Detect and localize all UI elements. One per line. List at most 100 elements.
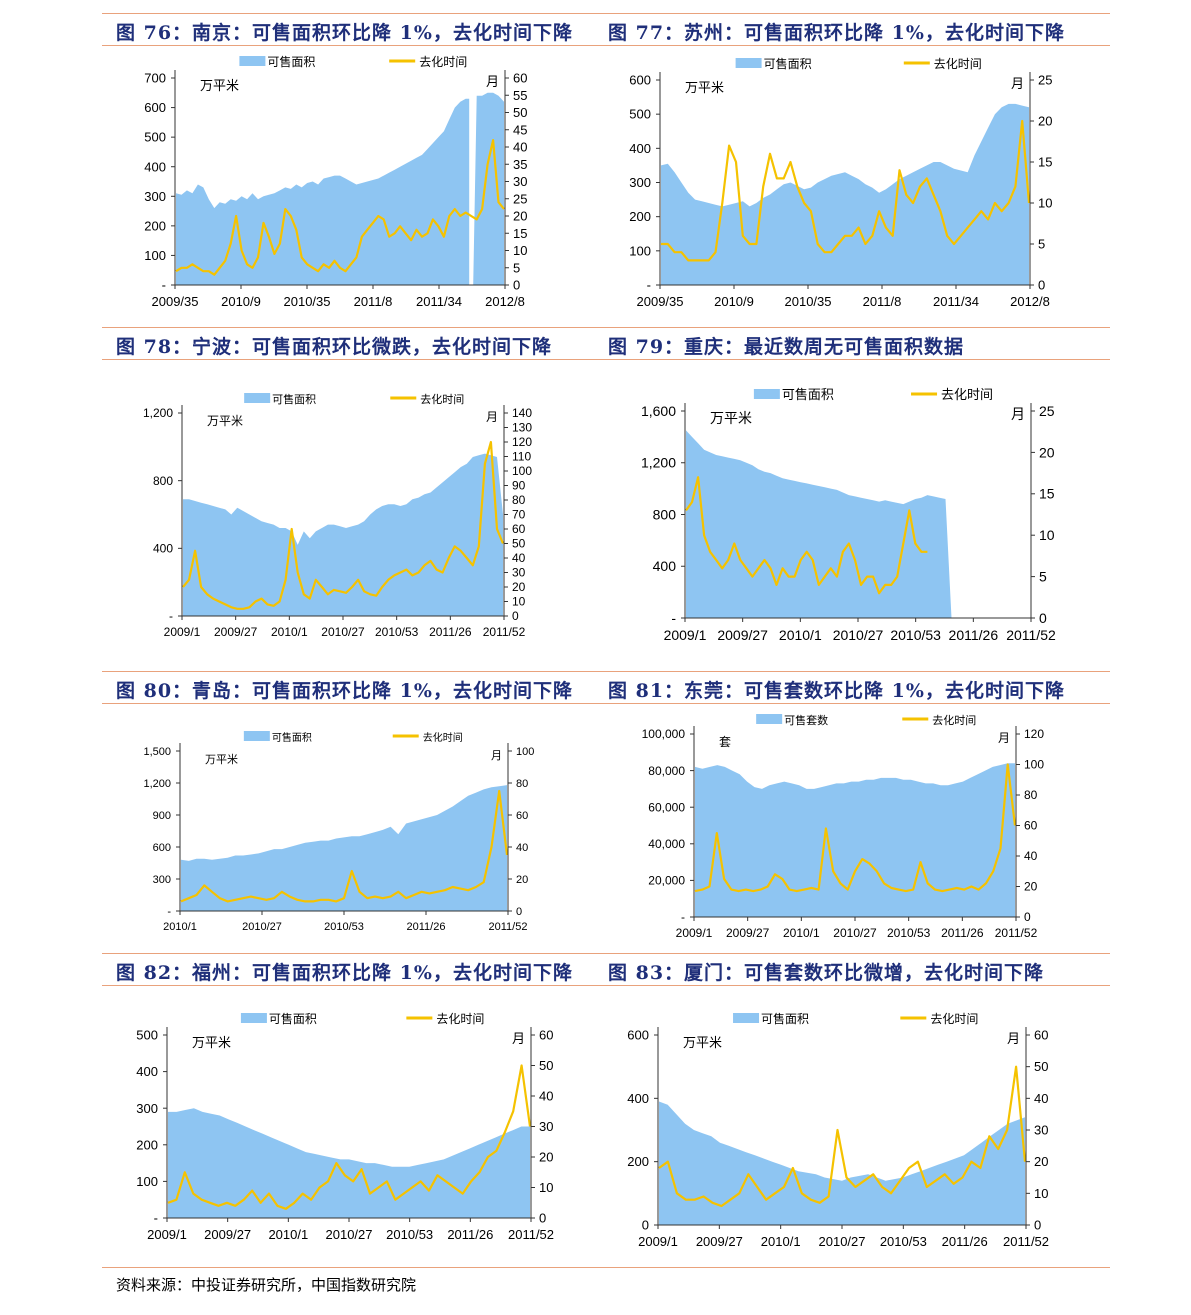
legend-area-label: 可售面积 [272, 731, 312, 744]
line-series [180, 789, 509, 903]
area-series [176, 92, 504, 285]
x-tick-label: 2010/9 [714, 294, 754, 309]
left-tick-label: 200 [629, 209, 651, 224]
right-tick-label: 100 [1024, 758, 1044, 772]
left-tick-label: 100 [629, 243, 651, 258]
left-tick-label: 300 [144, 189, 166, 204]
right-tick-label: 45 [513, 122, 527, 137]
left-tick-label: 400 [144, 159, 166, 174]
right-tick-label: 10 [1039, 527, 1055, 543]
left-tick-label: 100 [136, 1174, 158, 1189]
left-tick-label: 800 [653, 506, 677, 522]
line-series [685, 476, 928, 595]
chart-xiamen: 0 200 400 600 0 10 20 30 40 50 60 2009/1 2009/27 2010… [620, 995, 1070, 1255]
x-tick-label: 2010/1 [163, 921, 197, 933]
right-tick-label: 80 [1024, 788, 1038, 802]
x-tick-label: 2011/52 [1003, 1234, 1049, 1249]
x-tick-label: 2009/1 [664, 627, 707, 643]
left-tick-label: 400 [153, 542, 173, 556]
right-tick-label: 40 [1024, 849, 1038, 863]
right-tick-label: 35 [513, 157, 527, 172]
right-tick-label: 20 [1034, 1154, 1048, 1169]
right-tick-label: 5 [1039, 569, 1047, 585]
right-unit-label: 月 [1011, 406, 1025, 422]
left-unit-label: 万平米 [200, 78, 239, 93]
legend-line-label: 去化时间 [419, 55, 467, 69]
right-tick-label: 20 [512, 580, 526, 594]
legend-area-label: 可售套数 [784, 713, 828, 727]
legend-area-label: 可售面积 [761, 1011, 809, 1026]
right-tick-label: 30 [512, 566, 526, 580]
right-tick-label: 60 [1034, 1028, 1048, 1043]
right-tick-label: 20 [1024, 880, 1038, 894]
left-unit-label: 万平米 [685, 80, 724, 95]
x-tick-label: 2010/27 [321, 625, 365, 639]
right-tick-label: 20 [1038, 114, 1052, 129]
x-tick-label: 2010/9 [221, 294, 261, 309]
x-tick-label: 2010/27 [819, 1234, 866, 1249]
left-tick-label: - [167, 906, 171, 918]
rule-bottom [102, 1267, 1110, 1268]
left-tick-label: 1,200 [143, 406, 173, 420]
caption-fig79: 图 79：重庆：最近数周无可售面积数据 [608, 336, 965, 358]
chart-chongqing: - 400 800 1,200 1,600 0 5 10 15 20 25 2009/1 2009/27… [630, 375, 1070, 660]
legend-area-swatch [244, 393, 271, 403]
x-tick-label: 2011/26 [407, 921, 446, 933]
right-unit-label: 月 [486, 410, 498, 424]
left-tick-label: - [681, 910, 685, 924]
left-tick-label: 20,000 [648, 874, 685, 888]
x-tick-label: 2011/8 [354, 294, 393, 309]
x-tick-label: 2009/35 [152, 294, 199, 309]
left-tick-label: 600 [144, 100, 166, 115]
x-tick-label: 2012/8 [1010, 294, 1050, 309]
left-unit-label: 万平米 [683, 1035, 722, 1050]
left-tick-label: 600 [627, 1028, 649, 1043]
left-tick-label: - [162, 278, 166, 293]
right-unit-label: 月 [512, 1031, 525, 1046]
right-tick-label: 20 [513, 209, 527, 224]
left-tick-label: 40,000 [648, 837, 685, 851]
left-tick-label: 500 [144, 130, 166, 145]
right-tick-label: 20 [1039, 444, 1055, 460]
left-tick-label: 400 [627, 1091, 649, 1106]
rule-top [102, 13, 1110, 14]
x-tick-label: 2011/34 [416, 294, 462, 309]
left-tick-label: 400 [653, 558, 677, 574]
area-series [181, 785, 507, 911]
right-tick-label: 40 [513, 140, 527, 155]
right-tick-label: 60 [516, 810, 528, 822]
x-tick-label: 2011/26 [447, 1227, 493, 1242]
rule [102, 985, 1110, 986]
left-tick-label: 900 [153, 810, 171, 822]
legend-line-label: 去化时间 [930, 1012, 978, 1026]
left-tick-label: 0 [642, 1218, 649, 1233]
right-tick-label: 55 [513, 88, 527, 103]
x-tick-label: 2011/52 [508, 1227, 554, 1242]
right-tick-label: 0 [539, 1211, 546, 1226]
source-note: 资料来源：中投证券研究所，中国指数研究院 [116, 1276, 417, 1294]
caption-fig81: 图 81：东莞：可售套数环比降 1%，去化时间下降 [608, 680, 1065, 702]
area-series [183, 453, 503, 616]
right-tick-label: 50 [1034, 1059, 1048, 1074]
left-tick-label: 1,200 [143, 778, 171, 790]
right-tick-label: 10 [512, 595, 526, 609]
legend-area-label: 可售面积 [272, 392, 316, 406]
x-tick-label: 2010/53 [386, 1227, 433, 1242]
right-tick-label: 100 [512, 464, 532, 478]
left-tick-label: 600 [629, 73, 651, 88]
left-tick-label: 200 [136, 1137, 158, 1152]
right-tick-label: 40 [539, 1089, 553, 1104]
caption-fig78: 图 78：宁波：可售面积环比微跌，去化时间下降 [116, 336, 553, 358]
right-tick-label: 0 [513, 278, 520, 293]
chart-dongguan: - 20,000 40,000 60,000 80,000 100,000 0 20 40 60 8… [620, 712, 1070, 947]
right-tick-label: 15 [1038, 155, 1052, 170]
x-tick-label: 2011/26 [429, 625, 472, 639]
left-tick-label: - [671, 610, 676, 626]
left-tick-label: 500 [136, 1028, 158, 1043]
right-tick-label: 80 [512, 493, 526, 507]
rule [102, 953, 1110, 954]
left-tick-label: 100,000 [642, 727, 686, 741]
x-tick-label: 2011/34 [933, 294, 979, 309]
rule [102, 327, 1110, 328]
caption-fig82: 图 82：福州：可售面积环比降 1%，去化时间下降 [116, 962, 573, 984]
